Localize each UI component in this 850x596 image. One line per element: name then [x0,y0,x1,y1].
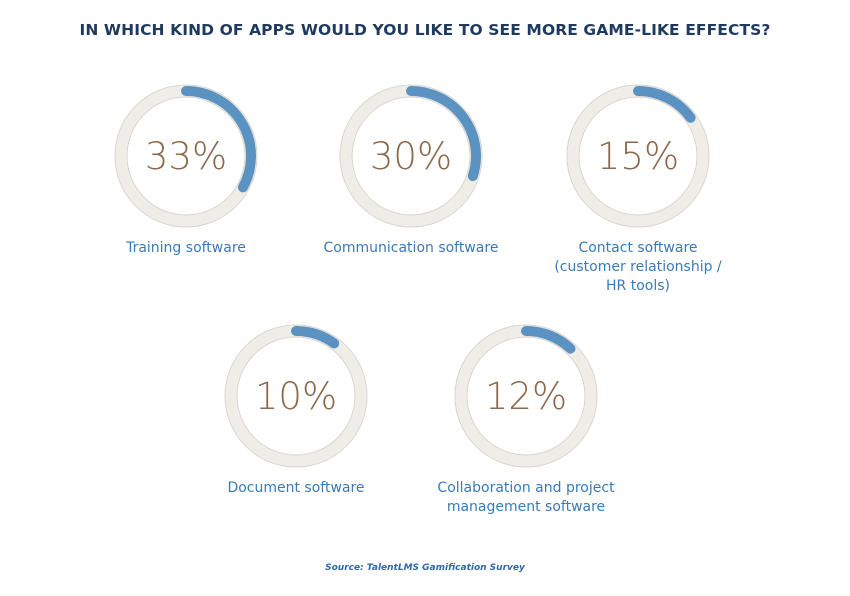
chart-title: IN WHICH KIND OF APPS WOULD YOU LIKE TO … [79,21,771,39]
gauge-outer-border [114,84,258,228]
gauge-value-arc [291,326,340,349]
gauge-inner-border [466,336,586,456]
source-note: Source: TalentLMS Gamification Survey [325,563,525,573]
gauge-value-label: 33% [145,135,227,178]
gauge-outer-border [224,324,368,468]
gauge-category-label-line: (customer relationship / [554,259,722,275]
gauge-inner-border [578,96,698,216]
gauge-inner-border [236,336,356,456]
gauge-value-arc [521,326,576,354]
gauge-value-arc [406,86,481,182]
gauge-outer-border [454,324,598,468]
gauge-category-label: Training software [66,239,306,258]
radial-gauge-4: 10% [224,324,368,468]
radial-gauge-5: 12% [454,324,598,468]
gauge-category-label-line: Document software [227,480,365,496]
gauge-value-label: 15% [597,135,679,178]
gauge-category-label-line: management software [446,499,606,515]
gauge-value-label: 10% [255,375,337,418]
gauge-category-label: Document software [176,479,416,498]
gauge-inner-border [126,96,246,216]
gauge-category-label-line: Collaboration and project [437,480,615,496]
radial-gauge-3: 15% [566,84,710,228]
gauge-category-label-line: Training software [126,240,246,256]
gauge-value-label: 12% [485,375,567,418]
gauge-category-label: Collaboration and project management soft… [406,479,646,517]
gauge-inner-border [351,96,471,216]
gauge-category-label: Communication software [291,239,531,258]
gauge-category-label-line: Contact software [578,240,698,256]
gauge-category-label-line: Communication software [323,240,499,256]
gauge-value-arc [181,86,256,193]
radial-gauge-2: 30% [339,84,483,228]
radial-gauge-1: 33% [114,84,258,228]
gauge-outer-border [339,84,483,228]
gauge-value-arc [633,86,696,123]
gauge-category-label-line: HR tools) [606,278,670,294]
gauge-category-label: Contact software (customer relationship /… [518,239,758,296]
gauge-outer-border [566,84,710,228]
gauge-value-label: 30% [370,135,452,178]
